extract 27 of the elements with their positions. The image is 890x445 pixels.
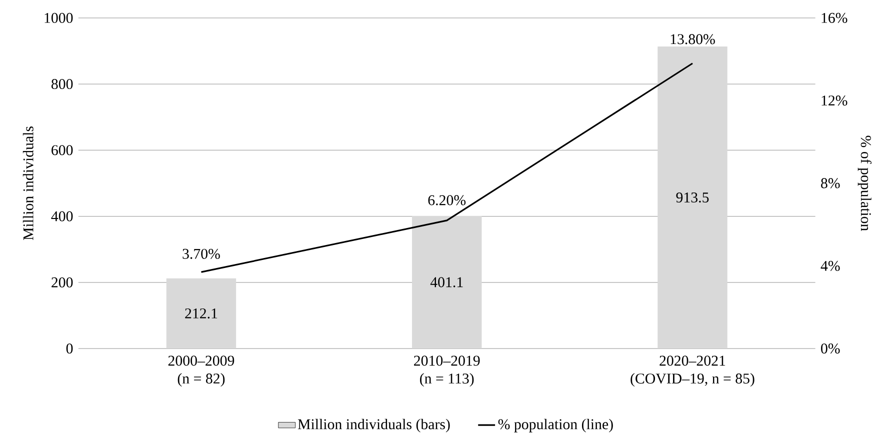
bar: [412, 216, 482, 348]
y2-tick-label: 12%: [822, 95, 848, 106]
y2-axis-title: % of population: [858, 136, 872, 231]
x-tick-label: 2000–2009 (n = 82): [168, 356, 234, 387]
bar: [166, 278, 236, 348]
data-label: 401.1: [430, 277, 463, 288]
y2-tick-label: 4%: [820, 260, 840, 271]
y-tick-label: 400: [51, 211, 73, 222]
x-tick-label: 2010–2019 (n = 113): [414, 356, 480, 387]
data-label: 6.20%: [428, 195, 466, 206]
data-label: 3.70%: [182, 248, 220, 259]
y2-tick-label: 0%: [821, 343, 840, 354]
data-label: 212.1: [185, 308, 218, 318]
legend-label: % population (line): [498, 418, 613, 432]
data-label: 913.5: [676, 192, 709, 202]
y-tick-label: 1000: [44, 12, 73, 23]
y-tick-label: 800: [51, 78, 73, 89]
y-axis-title: Million individuals: [22, 126, 34, 240]
y-tick-label: 200: [52, 277, 73, 288]
y-tick-label: 600: [52, 145, 73, 156]
bar: [658, 46, 728, 348]
x-tick-label: 2020–2021 (COVID–19, n = 85): [630, 356, 754, 387]
data-label: 13.80%: [670, 34, 715, 44]
y2-tick-label: 16%: [822, 12, 848, 23]
y-tick-label: 0: [66, 343, 73, 354]
y2-tick-label: 8%: [821, 178, 840, 188]
legend-label: Million individuals (bars): [298, 418, 450, 432]
